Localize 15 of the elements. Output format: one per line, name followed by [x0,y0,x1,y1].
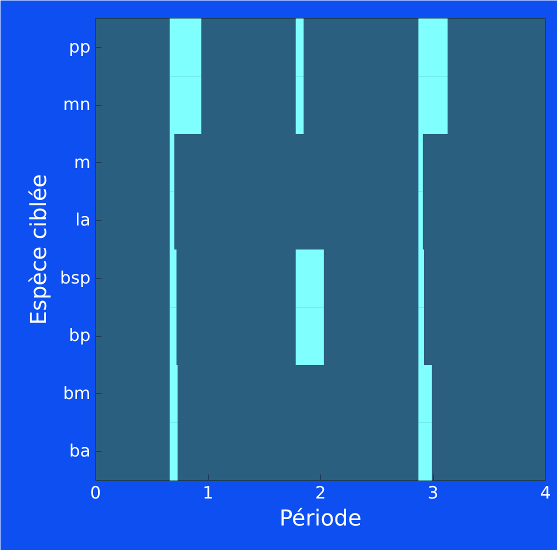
x-tick-label: 2 [315,484,326,504]
y-tick-label: bm [63,384,91,404]
y-tick-label: bp [68,326,91,346]
x-axis-title: Période [279,506,362,532]
x-tick-label: 3 [428,484,438,504]
y-tick-label: bsp [60,268,91,288]
y-tick-label: mn [63,95,91,116]
x-tick-label: 0 [90,484,101,504]
y-tick-label: pp [68,37,91,58]
x-tick-label: 4 [540,484,551,504]
x-tick-label: 1 [202,484,214,504]
y-tick-label: ba [69,442,91,462]
y-tick-label: la [75,210,90,231]
y-axis-title: Espèce ciblée [27,174,52,325]
y-tick-label: m [74,152,90,173]
